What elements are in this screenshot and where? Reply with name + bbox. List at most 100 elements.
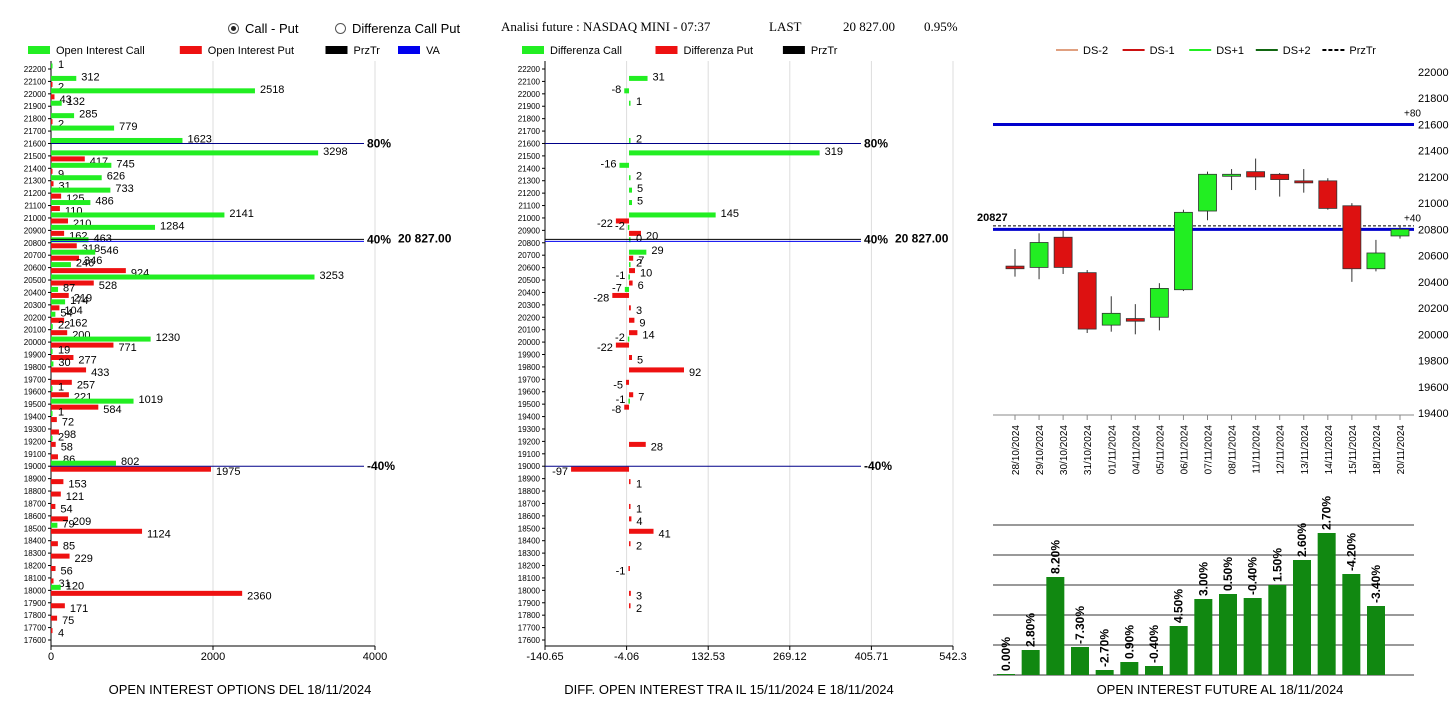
put-bar xyxy=(51,553,70,559)
put-value-label: 58 xyxy=(61,441,73,453)
put-bar xyxy=(626,379,630,385)
oi-future-label: -3.40% xyxy=(1369,565,1383,603)
oi-future-bar xyxy=(1169,626,1188,675)
put-bar xyxy=(51,367,87,373)
oi-future-bar xyxy=(1145,666,1163,675)
call-value-label: 3253 xyxy=(319,270,343,282)
strike-label: 22100 xyxy=(24,77,47,86)
strike-label: 21000 xyxy=(24,214,47,223)
put-bar xyxy=(51,417,57,423)
radio-differenza-label: Differenza Call Put xyxy=(352,21,461,36)
call-value-label: 30 xyxy=(58,357,70,369)
call-value-label: -1 xyxy=(616,394,626,406)
call-bar xyxy=(51,299,66,305)
put-bar xyxy=(51,566,56,572)
put-value-label: 9 xyxy=(58,168,64,180)
put-bar xyxy=(51,454,58,460)
call-bar xyxy=(51,411,53,417)
call-bar xyxy=(629,100,631,106)
strike-label: 19600 xyxy=(518,388,541,397)
oi-future-label: -0.40% xyxy=(1246,557,1260,595)
put-bar xyxy=(629,367,684,373)
y-tick-label: 19800 xyxy=(1418,356,1449,368)
put-bar xyxy=(51,392,69,398)
strike-label: 20400 xyxy=(518,288,541,297)
strike-label: 18500 xyxy=(518,524,541,533)
put-bar xyxy=(628,566,630,572)
put-bar xyxy=(51,81,53,87)
put-bar xyxy=(571,466,630,472)
oi-future-bar xyxy=(1293,560,1311,675)
put-bar xyxy=(51,578,54,584)
put-bar xyxy=(629,528,654,534)
strike-label: 19200 xyxy=(518,437,541,446)
x-tick-label: 269.12 xyxy=(773,651,807,663)
oi-future-label: 3.00% xyxy=(1196,562,1210,596)
call-bar xyxy=(51,224,156,230)
strike-label: 19900 xyxy=(24,351,47,360)
date-label: 20/11/2024 xyxy=(1396,425,1407,475)
put-value-label: 433 xyxy=(91,367,109,379)
strike-label: 19100 xyxy=(518,450,541,459)
call-value-label: 22 xyxy=(58,320,70,332)
call-value-label: 1 xyxy=(58,407,64,419)
radio-differenza[interactable]: Differenza Call Put xyxy=(335,21,460,36)
put-bar xyxy=(51,615,58,621)
call-bar xyxy=(629,187,633,193)
call-bar xyxy=(51,386,53,392)
put-bar xyxy=(51,119,53,125)
call-value-label: 19 xyxy=(58,345,70,357)
call-value-label: 2 xyxy=(636,171,642,183)
date-label: 31/10/2024 xyxy=(1083,425,1094,475)
legend-swatch xyxy=(782,46,805,54)
call-value-label: 5 xyxy=(637,183,643,195)
date-label: 30/10/2024 xyxy=(1059,425,1070,475)
call-bar xyxy=(51,584,61,590)
call-bar xyxy=(629,150,820,156)
strike-label: 21300 xyxy=(24,177,47,186)
legend-swatch xyxy=(522,46,544,54)
put-value-label: 5 xyxy=(637,355,643,367)
candle-body xyxy=(1342,205,1362,270)
call-bar xyxy=(51,274,315,280)
candle-body xyxy=(1390,228,1410,237)
oi-future-label: 2.70% xyxy=(1320,496,1334,530)
call-bar xyxy=(51,113,75,119)
strike-label: 20500 xyxy=(518,276,541,285)
call-value-label: 2 xyxy=(58,431,64,443)
call-value-label: -2 xyxy=(615,220,625,232)
strike-label: 20900 xyxy=(24,226,47,235)
put-bar xyxy=(51,516,68,522)
strike-label: 21200 xyxy=(24,189,47,198)
put-bar xyxy=(51,590,243,596)
strike-label: 18000 xyxy=(518,586,541,595)
candle-body xyxy=(1246,171,1266,178)
call-bar xyxy=(51,311,56,317)
call-value-label: 1284 xyxy=(160,220,184,232)
candle-body xyxy=(1029,242,1049,268)
strike-label: 21900 xyxy=(518,102,541,111)
date-label: 04/11/2024 xyxy=(1131,425,1142,475)
call-value-label: -1 xyxy=(616,270,626,282)
put-value-label: 277 xyxy=(78,355,96,367)
strike-label: 18000 xyxy=(24,586,47,595)
call-bar xyxy=(51,175,102,181)
put-value-label: 28 xyxy=(651,441,663,453)
call-value-label: 31 xyxy=(653,71,665,83)
oi-future-bar xyxy=(1317,533,1336,675)
legend-label: DS-1 xyxy=(1150,45,1175,57)
strike-label: 19500 xyxy=(518,400,541,409)
date-label: 14/11/2024 xyxy=(1324,425,1335,475)
put-bar xyxy=(51,404,99,410)
strike-label: 21700 xyxy=(24,127,47,136)
put-bar xyxy=(51,206,60,212)
put-value-label: 209 xyxy=(73,516,91,528)
strike-label: 19300 xyxy=(24,425,47,434)
radio-call-put[interactable]: Call - Put xyxy=(228,21,298,36)
call-bar xyxy=(51,361,54,367)
legend-swatch xyxy=(179,46,202,54)
put-value-label: 72 xyxy=(62,417,74,429)
call-bar xyxy=(51,460,116,466)
y-tick-label: 20400 xyxy=(1418,277,1449,289)
